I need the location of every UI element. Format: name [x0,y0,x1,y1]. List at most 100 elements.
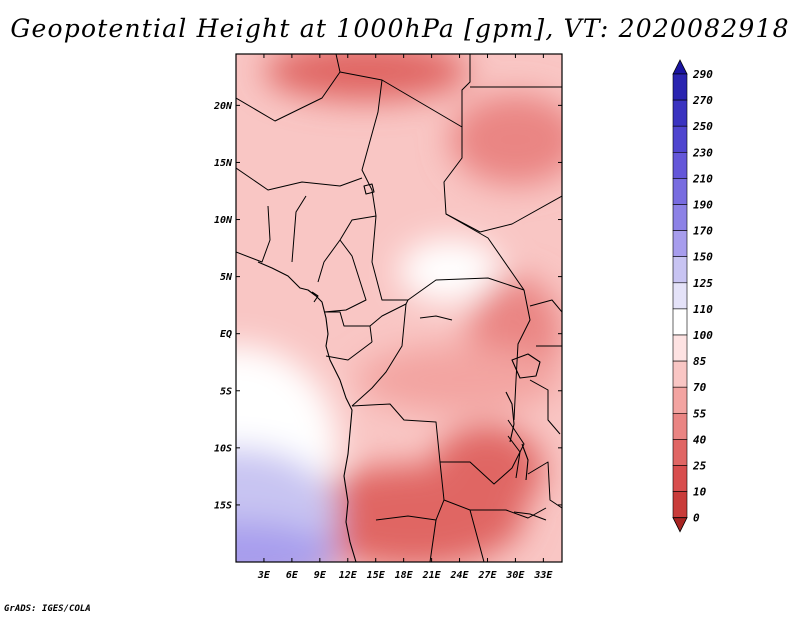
colorbar-label-9: 110 [693,303,713,316]
border-botswana [469,509,485,562]
border-congo-1 [369,299,409,327]
coastlines [257,183,547,562]
field-region-10 [236,522,339,562]
y-tick-label-6: 10S [214,443,232,454]
y-tick-label-1: 15N [214,158,233,169]
border-angola-drc [351,403,441,463]
x-tick-label-7: 24E [450,570,470,581]
lake-malawi [521,443,529,481]
colorbar-label-16: 10 [693,486,707,499]
colorbar-swatch-5 [672,178,688,205]
border-tanzania [529,379,561,435]
colorbar-label-7: 150 [693,251,713,264]
chart: 3E 6E 9E 12E 15E 18E 21E 24E 27E 30E 33E 20N 15N 10N 5… [213,53,713,581]
grads-credit: GrADS: IGES/COLA [4,604,91,614]
colorbar-swatch-12 [672,360,688,388]
y-tick-label-5: 5S [220,386,232,397]
border-gabon-1 [324,311,373,343]
border-north-4 [361,79,383,217]
field-region-5 [357,345,562,414]
colorbar-swatch-2 [672,99,688,127]
colorbar: 2902702502302101901701501251101008570554… [672,59,713,533]
x-tick-label-10: 33E [533,570,553,581]
field-region-7 [431,425,544,517]
border-drc-east [513,289,531,421]
x-tick-label-6: 21E [422,570,442,581]
colorbar-swatch-15 [672,439,688,466]
border-sahel-1 [236,167,363,191]
border-zambia [440,419,525,485]
colorbar-label-12: 70 [693,381,707,394]
colorbar-swatch-10 [672,308,688,336]
x-tick-label-9: 30E [505,570,525,581]
border-malawi [507,435,521,479]
border-north-2 [339,54,471,128]
colorbar-label-0: 290 [692,68,713,81]
x-tick-label-4: 15E [367,570,386,581]
y-tick-label-2: 10N [214,215,233,226]
colorbar-swatch-8 [672,256,688,284]
x-tick-label-2: 9E [314,570,327,581]
colorbar-label-6: 170 [693,225,713,238]
x-tick-label-3: 12E [339,570,358,581]
colorbar-swatch-9 [672,282,688,310]
colorbar-swatch-6 [672,204,688,231]
y-tick-label-0: 20N [213,101,233,112]
chart-title: Geopotential Height at 1000hPa [gpm], VT… [10,14,790,43]
field-fill [236,54,562,562]
colorbar-swatch-16 [672,465,688,492]
lake-tanganyika [505,391,515,443]
border-gabon-2 [325,341,373,361]
axes: 3E 6E 9E 12E 15E 18E 21E 24E 27E 30E 33E 20N 15N 10N 5… [213,54,562,581]
colorbar-bottom-arrow [672,517,688,533]
plot-frame [235,53,563,563]
border-north-1 [236,54,341,122]
x-tick-label-0: 3E [257,570,271,581]
border-namibia [443,499,547,519]
colorbar-swatch-4 [672,152,688,179]
country-borders [236,54,562,562]
field-region-1 [263,54,469,101]
y-tick-label-4: EQ [220,329,232,340]
colorbar-label-1: 270 [692,94,713,107]
lake-victoria [511,353,541,379]
lake-kariba [513,511,547,521]
coastline-west-africa [257,261,357,562]
colorbar-swatch-17 [672,491,688,519]
border-mozambique [527,461,562,509]
colorbar-label-15: 25 [692,460,707,473]
x-tick-label-5: 18E [395,570,414,581]
colorbar-swatch-1 [672,73,688,101]
colorbar-swatch-7 [672,230,688,258]
colorbar-label-10: 100 [693,329,713,342]
colorbar-label-17: 0 [693,512,700,525]
colorbar-label-8: 125 [693,277,713,290]
x-tick-label-8: 27E [477,570,497,581]
lakes-central [419,315,453,321]
field-regions [236,54,562,562]
x-tick-label-1: 6E [286,570,299,581]
colorbar-swatch-14 [672,412,688,440]
colorbar-label-3: 230 [692,146,713,159]
border-namibia-east [429,519,437,562]
colorbar-label-4: 210 [692,172,713,185]
colorbar-label-5: 190 [693,199,713,212]
y-tick-label-3: 5N [220,272,233,283]
border-cameroon [323,239,367,313]
field-region-2 [450,93,562,186]
colorbar-label-11: 85 [693,355,707,368]
y-tick-label-7: 15S [214,500,232,511]
border-sahel-3 [445,195,562,233]
border-west-1 [236,205,271,263]
colorbar-label-14: 40 [693,433,707,446]
colorbar-label-13: 55 [693,407,707,420]
border-west-2 [291,195,307,263]
colorbar-swatch-13 [672,386,688,414]
lake-volta [311,291,319,303]
colorbar-swatch-11 [672,334,688,362]
lake-chad [363,183,375,195]
border-uganda [529,299,562,313]
colorbar-swatch-3 [672,125,688,153]
field-region-3 [399,238,502,303]
colorbar-top-arrow [672,59,688,75]
